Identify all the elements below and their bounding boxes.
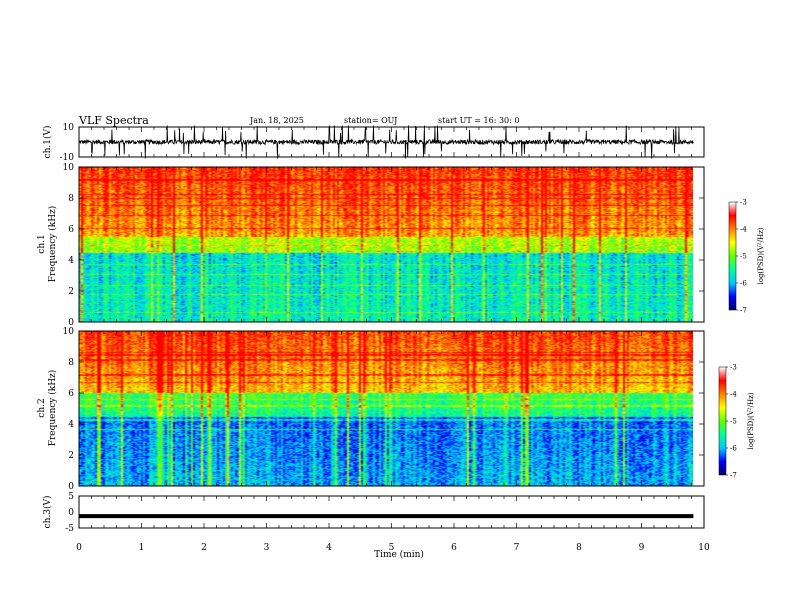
station-label: station= OUJ <box>344 116 397 125</box>
ch3-waveform-panel: 5 0 -5 ch.3(V) <box>42 492 705 534</box>
frequency-tick-label: 0 <box>68 318 74 328</box>
x-tick-label: 6 <box>451 543 457 553</box>
x-tick-label: 8 <box>576 543 582 553</box>
ch2-spectrogram-heatmap <box>79 331 693 486</box>
x-tick-label: 4 <box>326 543 332 553</box>
ch1-waveform-line <box>78 125 694 159</box>
ch3-ytick-top: 5 <box>68 492 74 502</box>
frequency-tick-label: 0 <box>68 482 74 492</box>
ch1-spectrogram-panel: 0 2 4 6 8 10 ch.1 Frequency (kHz) <box>37 163 705 328</box>
colorbar-1-label: log(PSD)(V²/Hz) <box>757 227 765 284</box>
frequency-tick-label: 8 <box>68 358 74 368</box>
ch1-ytick-top: 10 <box>63 123 75 133</box>
frequency-tick-label: 8 <box>68 194 74 204</box>
frequency-tick-label: 6 <box>68 389 74 399</box>
ch3-ylabel: ch.3(V) <box>42 496 53 529</box>
x-tick-label: 7 <box>514 543 520 553</box>
ch1-ylabel: ch.1(V) <box>42 126 53 159</box>
colorbar-tick-label: -7 <box>740 307 747 315</box>
frequency-tick-label: 4 <box>68 256 74 266</box>
ch1-spectrogram-heatmap <box>79 167 693 322</box>
colorbar-tick-label: -7 <box>730 472 737 480</box>
figure-title: VLF Spectra <box>78 114 149 127</box>
ch3-ytick-mid: 0 <box>68 508 74 518</box>
x-axis-label: Time (min) <box>374 549 424 560</box>
x-tick-label: 9 <box>639 543 645 553</box>
frequency-tick-label: 2 <box>68 287 74 297</box>
frequency-tick-label: 6 <box>68 225 74 235</box>
colorbar-tick-label: -3 <box>730 364 737 372</box>
x-tick-label: 5 <box>389 543 395 553</box>
x-tick-label: 0 <box>76 543 82 553</box>
x-tick-labels: 0 1 2 3 4 5 6 7 8 9 10 <box>76 543 710 553</box>
x-tick-label: 10 <box>698 543 710 553</box>
colorbar-2: -3 -4 -5 -6 -7 log(PSD)(V²/Hz) <box>718 364 755 480</box>
frequency-tick-label: 2 <box>68 451 74 461</box>
frequency-tick-label: 4 <box>68 420 74 430</box>
x-tick-label: 3 <box>264 543 270 553</box>
ch1-spectrogram-ylabel-1: ch.1 <box>37 234 47 253</box>
ch1-spectrogram-ylabel-2: Frequency (kHz) <box>47 206 58 283</box>
x-ticks <box>78 127 705 528</box>
frequency-tick-label: 10 <box>63 327 75 337</box>
x-tick-label: 1 <box>139 543 145 553</box>
colorbar-tick-label: -3 <box>740 199 747 207</box>
colorbar-tick-label: -6 <box>730 445 737 453</box>
ch2-spectrogram-ylabel-1: ch.2 <box>37 398 47 417</box>
ch1-ytick-bottom: -10 <box>60 153 75 163</box>
colorbar-2-label: log(PSD)(V²/Hz) <box>747 392 755 449</box>
x-tick-label: 2 <box>201 543 207 553</box>
colorbar-1: -3 -4 -5 -6 -7 log(PSD)(V²/Hz) <box>728 199 765 315</box>
ch2-spectrogram-ylabel-2: Frequency (kHz) <box>47 370 58 447</box>
colorbar-tick-label: -4 <box>730 391 737 399</box>
colorbar-tick-label: -6 <box>740 280 747 288</box>
ch3-ytick-bottom: -5 <box>65 524 74 534</box>
colorbar-1-gradient <box>728 201 737 311</box>
date-label: Jan. 18, 2025 <box>249 116 304 125</box>
colorbar-tick-label: -5 <box>740 253 747 261</box>
colorbar-2-gradient <box>718 366 727 476</box>
ch2-spectrogram-panel: 0 2 4 6 8 10 ch.2 Frequency (kHz) <box>37 327 705 492</box>
start-ut-label: start UT = 16: 30: 0 <box>438 116 519 125</box>
colorbar-tick-label: -4 <box>740 226 747 234</box>
frequency-tick-label: 10 <box>63 163 75 173</box>
colorbar-tick-label: -5 <box>730 418 737 426</box>
